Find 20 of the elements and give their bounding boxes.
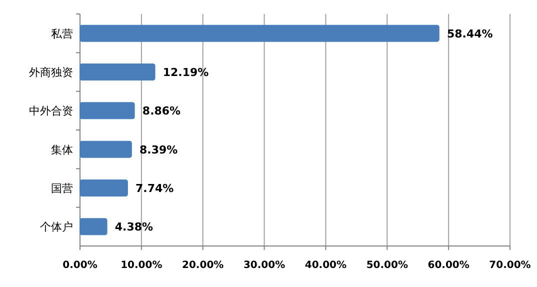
- xtick: 0.00%: [62, 260, 98, 271]
- ytick: 国营: [51, 182, 73, 195]
- data-label: 8.39%: [140, 143, 178, 156]
- ytick: 集体: [51, 143, 73, 156]
- ytick: 外商独资: [29, 66, 73, 79]
- data-label: 58.44%: [447, 27, 493, 40]
- xtick: 20.00%: [182, 260, 224, 271]
- xtick: 10.00%: [120, 260, 162, 271]
- data-label: 12.19%: [162, 66, 209, 79]
- data-label: 8.86%: [142, 104, 181, 118]
- data-label: 7.74%: [136, 182, 174, 195]
- ytick: 个体户: [40, 220, 73, 234]
- xtick: 30.00%: [243, 260, 286, 271]
- xtick: 50.00%: [366, 260, 408, 271]
- xtick: 40.00%: [304, 260, 347, 271]
- data-label: 4.38%: [114, 220, 154, 234]
- xtick: 60.00%: [428, 260, 470, 271]
- ytick: 中外合资: [29, 104, 73, 118]
- xtick: 70.00%: [489, 260, 531, 271]
- ytick: 私营: [51, 27, 73, 40]
